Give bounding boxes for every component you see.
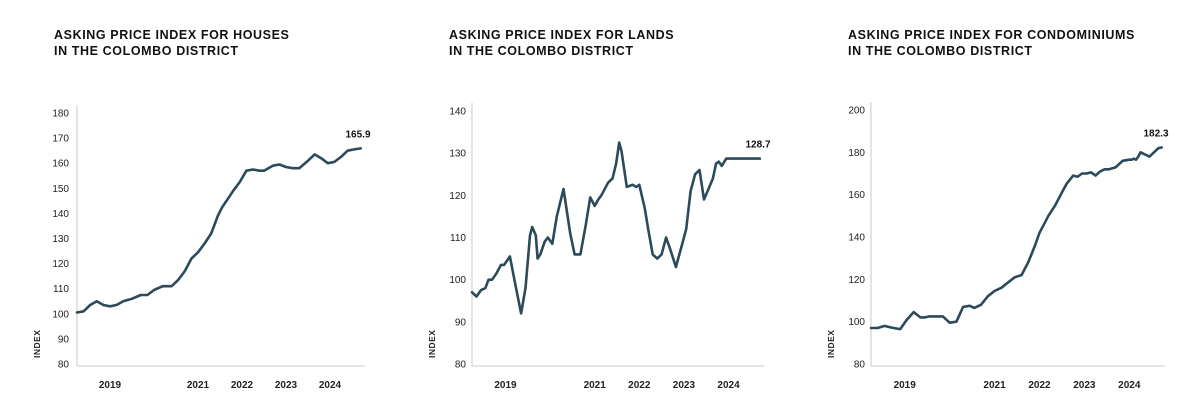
chart-title-line-1: ASKING PRICE INDEX FOR HOUSES: [54, 28, 290, 42]
chart-panel-condominiums: ASKING PRICE INDEX FOR CONDOMINIUMS IN T…: [848, 0, 1188, 417]
series-line: [470, 141, 762, 315]
series-line: [75, 147, 363, 314]
chart-title-line-2: IN THE COLOMBO DISTRICT: [848, 44, 1033, 58]
x-tick-label: 2023: [673, 380, 696, 391]
y-tick-label: 90: [455, 317, 467, 328]
chart-title: ASKING PRICE INDEX FOR LANDS IN THE COLO…: [449, 27, 674, 59]
chart-title: ASKING PRICE INDEX FOR CONDOMINIUMS IN T…: [848, 27, 1135, 59]
x-tick-label: 2022: [231, 380, 254, 391]
y-tick-label: 100: [449, 275, 466, 286]
x-tick-label: 2019: [494, 380, 517, 391]
y-tick-label: 200: [848, 106, 865, 117]
x-tick-label: 2022: [628, 380, 651, 391]
y-tick-label: 170: [52, 134, 69, 145]
chart-title-line-2: IN THE COLOMBO DISTRICT: [54, 44, 239, 58]
last-value-label: 182.3: [1143, 128, 1168, 139]
y-tick-label: 120: [52, 259, 69, 270]
y-tick-label: 130: [52, 234, 69, 245]
last-value-label: 128.7: [745, 140, 770, 151]
x-tick-label: 2023: [275, 380, 298, 391]
y-tick-label: 140: [848, 233, 865, 244]
chart-title-line-1: ASKING PRICE INDEX FOR CONDOMINIUMS: [848, 28, 1135, 42]
chart-title-line-2: IN THE COLOMBO DISTRICT: [449, 44, 634, 58]
x-tick-label: 2021: [187, 380, 210, 391]
y-axis-label: INDEX: [826, 330, 836, 358]
y-tick-label: 80: [854, 360, 866, 371]
y-tick-label: 180: [848, 148, 865, 159]
chart-title-line-1: ASKING PRICE INDEX FOR LANDS: [449, 28, 675, 42]
y-tick-label: 110: [450, 233, 466, 244]
y-tick-label: 100: [848, 317, 865, 328]
chart-panel-lands: ASKING PRICE INDEX FOR LANDS IN THE COLO…: [449, 0, 779, 417]
y-tick-label: 150: [52, 184, 69, 195]
y-tick-label: 160: [52, 159, 69, 170]
y-tick-label: 90: [58, 334, 70, 345]
chart-panel-houses: ASKING PRICE INDEX FOR HOUSES IN THE COL…: [54, 0, 384, 417]
y-tick-label: 110: [53, 284, 69, 295]
x-tick-label: 2019: [894, 380, 917, 391]
x-tick-label: 2023: [1073, 380, 1096, 391]
x-tick-label: 2024: [717, 380, 740, 391]
y-tick-label: 140: [52, 209, 69, 220]
y-tick-label: 120: [848, 275, 865, 286]
x-tick-label: 2024: [319, 380, 342, 391]
x-tick-label: 2022: [1028, 380, 1051, 391]
x-tick-label: 2021: [983, 380, 1006, 391]
y-tick-label: 80: [58, 360, 70, 371]
y-tick-label: 180: [52, 109, 69, 120]
x-tick-label: 2024: [1118, 380, 1141, 391]
last-value-label: 165.9: [345, 129, 370, 140]
x-tick-label: 2021: [584, 380, 607, 391]
y-tick-label: 120: [449, 191, 466, 202]
y-tick-label: 100: [52, 309, 69, 320]
y-axis-label: INDEX: [32, 330, 42, 358]
series-line: [869, 146, 1163, 331]
y-tick-label: 160: [848, 190, 865, 201]
y-tick-label: 80: [455, 360, 467, 371]
y-axis-label: INDEX: [427, 330, 437, 358]
chart-title: ASKING PRICE INDEX FOR HOUSES IN THE COL…: [54, 27, 290, 59]
x-tick-label: 2019: [99, 380, 122, 391]
y-tick-label: 140: [449, 107, 466, 118]
y-tick-label: 130: [449, 149, 466, 160]
